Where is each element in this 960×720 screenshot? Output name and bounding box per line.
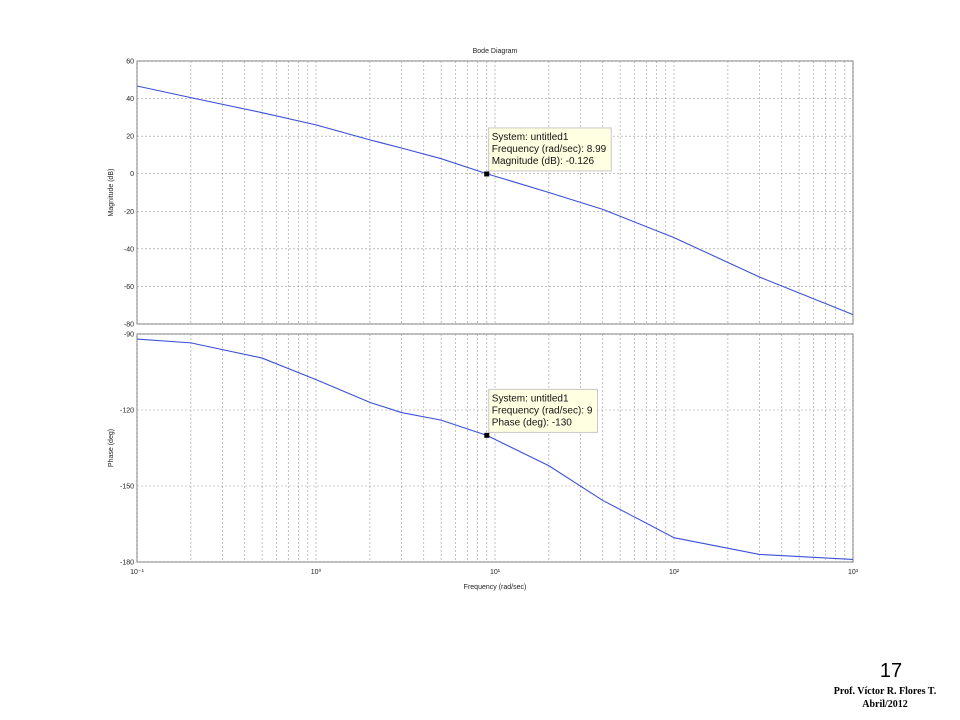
datatip-text: Frequency (rad/sec): 9 [492, 405, 593, 416]
y-tick-label: -60 [124, 284, 134, 291]
datatip-box [488, 388, 598, 433]
y-tick-label: 60 [126, 59, 134, 66]
plot-area [136, 60, 854, 325]
author: Prof. Víctor R. Flores T. [834, 686, 937, 697]
y-tick-label: -120 [120, 408, 134, 415]
datatip-text: Magnitude (dB): -0.126 [492, 156, 595, 167]
datatip-text: Phase (deg): -130 [492, 417, 572, 428]
y-tick-label: -80 [124, 322, 134, 329]
y-tick-label: -150 [120, 484, 134, 491]
x-axis-label: Frequency (rad/sec) [464, 584, 527, 591]
y-tick-label: -20 [124, 209, 134, 216]
datatip-text: System: untitled1 [492, 393, 569, 404]
curve [136, 85, 854, 316]
page-number: 17 [880, 660, 902, 682]
datatip-marker [484, 171, 490, 177]
y-tick-label: -90 [124, 332, 134, 339]
y-tick-label: 40 [126, 96, 134, 103]
datatip-box [488, 127, 612, 172]
x-tick-label: 10² [669, 569, 680, 576]
x-tick-label: 10⁻¹ [130, 569, 144, 576]
y-tick-label: -40 [124, 246, 134, 253]
x-tick-label: 10³ [848, 569, 859, 576]
datatip-marker [484, 432, 490, 438]
x-tick-label: 10¹ [490, 569, 501, 576]
datatip-text: System: untitled1 [492, 132, 569, 143]
x-tick-label: 10⁰ [311, 568, 322, 576]
y-axis-label: Phase (deg) [108, 429, 115, 467]
y-tick-label: 0 [130, 171, 134, 178]
datatip-text: Frequency (rad/sec): 8.99 [492, 144, 607, 155]
y-tick-label: -180 [120, 560, 134, 567]
curve [136, 338, 854, 561]
y-axis-label: Magnitude (dB) [108, 169, 115, 217]
y-tick-label: 20 [126, 134, 134, 141]
date: Abril/2012 [862, 699, 908, 710]
chart-title: Bode Diagram [473, 48, 518, 55]
